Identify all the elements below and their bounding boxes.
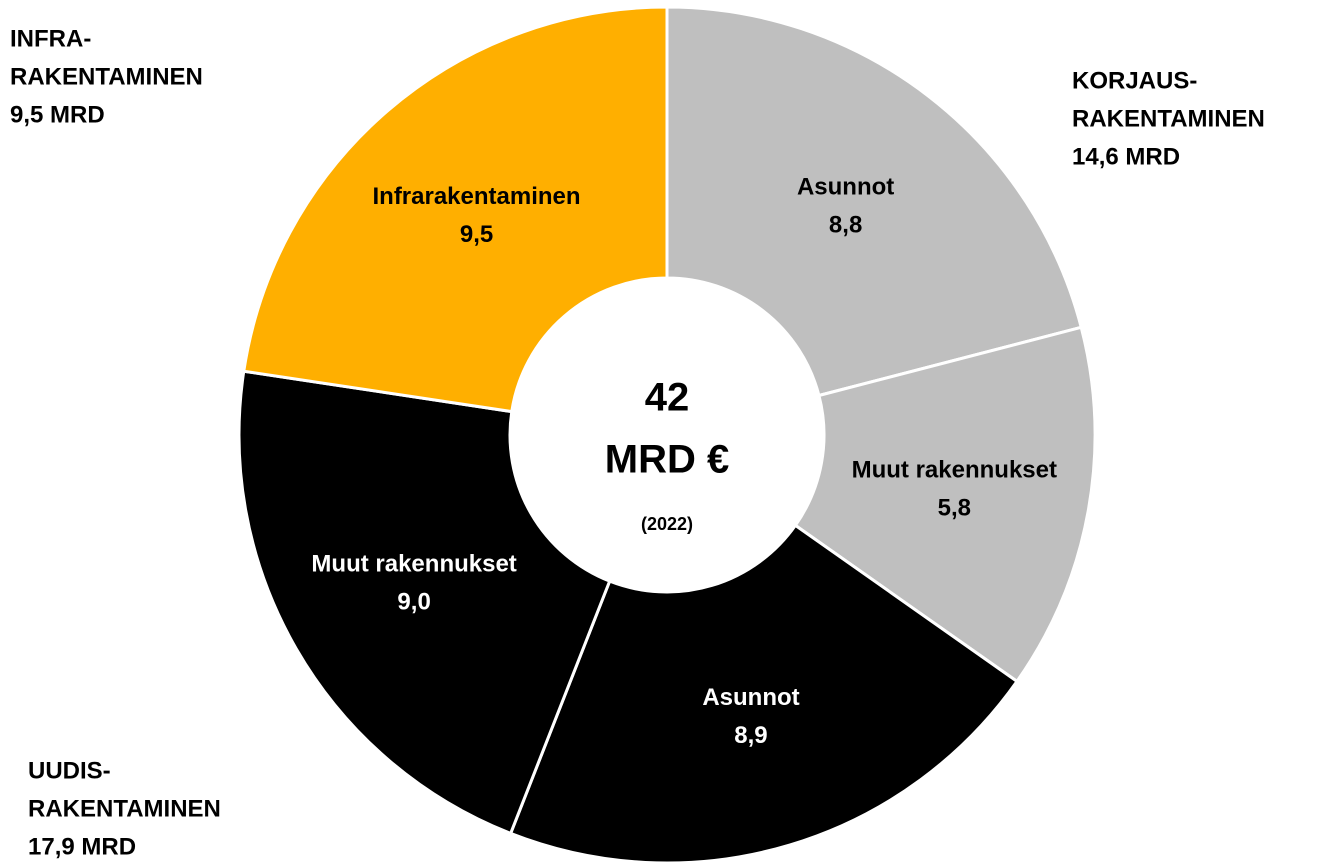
center-label: MRD €: [605, 438, 729, 482]
group-label: KORJAUS-: [1072, 67, 1197, 94]
segment-label: Infrarakentaminen: [372, 183, 580, 210]
value-label: 8,9: [734, 722, 767, 749]
group-label: 17,9 MRD: [28, 833, 136, 860]
value-label: 9,5: [460, 221, 493, 248]
donut-segment: [242, 5, 669, 414]
segment-label: Muut rakennukset: [852, 456, 1057, 483]
group-label: 9,5 MRD: [10, 101, 105, 128]
segment-label: Asunnot: [797, 173, 894, 200]
group-label: 14,6 MRD: [1072, 143, 1180, 170]
value-label: 5,8: [938, 494, 971, 521]
value-label: 9,0: [397, 588, 430, 615]
center-label: 42: [645, 376, 690, 420]
donut-segment: [793, 325, 1097, 684]
group-label: UUDIS-: [28, 757, 111, 784]
group-label: RAKENTAMINEN: [10, 63, 203, 90]
segment-label: Muut rakennukset: [311, 550, 516, 577]
group-label: INFRA-: [10, 25, 91, 52]
value-label: 8,8: [829, 211, 862, 238]
donut-segment: [508, 523, 1020, 865]
center-label: (2022): [641, 514, 693, 534]
donut-segment: [665, 5, 1084, 398]
group-label: RAKENTAMINEN: [1072, 105, 1265, 132]
group-label: RAKENTAMINEN: [28, 795, 221, 822]
donut-segment: [237, 369, 612, 836]
segment-label: Asunnot: [702, 684, 799, 711]
